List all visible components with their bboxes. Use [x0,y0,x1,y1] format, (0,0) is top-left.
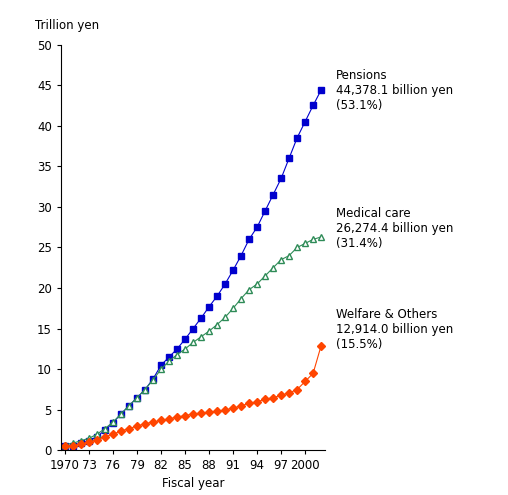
X-axis label: Fiscal year: Fiscal year [162,477,225,490]
Text: Medical care
26,274.4 billion yen
(31.4%): Medical care 26,274.4 billion yen (31.4%… [336,207,453,250]
Text: Trillion yen: Trillion yen [35,19,99,32]
Text: Welfare & Others
12,914.0 billion yen
(15.5%): Welfare & Others 12,914.0 billion yen (1… [336,308,453,351]
Text: Pensions
44,378.1 billion yen
(53.1%): Pensions 44,378.1 billion yen (53.1%) [336,69,453,112]
